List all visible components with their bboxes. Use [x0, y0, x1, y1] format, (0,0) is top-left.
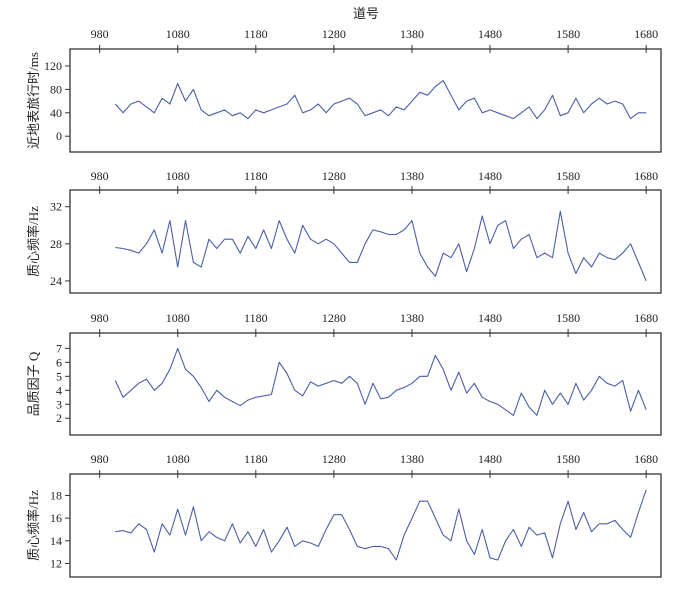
- x-tick-label: 1180: [244, 311, 268, 325]
- x-tick-label: 1680: [634, 169, 658, 183]
- y-tick-label: 32: [50, 200, 62, 214]
- x-tick-label: 1580: [556, 169, 580, 183]
- x-tick-label: 1480: [478, 452, 502, 466]
- series-line: [114, 347, 647, 416]
- y-tick-label: 2: [56, 411, 62, 425]
- x-tick-label: 1080: [166, 27, 190, 41]
- y-axis-title: 近地表旅行时/ms: [26, 52, 41, 149]
- plot-frame: [69, 473, 662, 578]
- y-tick-label: 7: [56, 341, 62, 355]
- panel-1: 980 1080 1180 1280 1380 1480 1580 1680 0 40 80 120近…: [26, 27, 662, 153]
- y-tick-label: 4: [56, 383, 62, 397]
- x-tick-label: 1380: [400, 311, 424, 325]
- x-tick-label: 980: [91, 169, 109, 183]
- x-tick-label: 1280: [322, 27, 346, 41]
- x-tick-label: 980: [91, 311, 109, 325]
- x-tick-label: 1080: [166, 311, 190, 325]
- x-tick-label: 980: [91, 27, 109, 41]
- y-tick-label: 16: [50, 511, 62, 525]
- y-tick-label: 18: [50, 489, 62, 503]
- x-tick-label: 1080: [166, 169, 190, 183]
- x-tick-label: 1480: [478, 27, 502, 41]
- panel-4: 980 1080 1180 1280 1380 1480 1580 1680 12 14 16 18 质…: [26, 452, 662, 578]
- x-tick-label: 1280: [322, 169, 346, 183]
- x-tick-label: 1580: [556, 311, 580, 325]
- y-tick-label: 24: [50, 274, 62, 288]
- x-tick-label: 1280: [322, 452, 346, 466]
- y-tick-label: 3: [56, 397, 62, 411]
- y-axis-title: 质心频率/Hz: [26, 206, 41, 277]
- y-tick-label: 40: [50, 106, 62, 120]
- x-tick-label: 1180: [244, 452, 268, 466]
- x-tick-label: 1480: [478, 311, 502, 325]
- plot-frame: [69, 189, 662, 294]
- y-axis-title: 品质因子 Q: [26, 351, 41, 416]
- series-line: [114, 80, 647, 120]
- x-tick-label: 1380: [400, 169, 424, 183]
- x-tick-label: 1280: [322, 311, 346, 325]
- x-tick-label: 1080: [166, 452, 190, 466]
- y-tick-label: 80: [50, 82, 62, 96]
- y-axis-title: 质心频率/Hz: [26, 490, 41, 561]
- x-tick-label: 980: [91, 452, 109, 466]
- x-tick-label: 1580: [556, 27, 580, 41]
- x-tick-label: 1380: [400, 452, 424, 466]
- y-tick-label: 28: [50, 237, 62, 251]
- x-tick-label: 1680: [634, 311, 658, 325]
- x-tick-label: 1380: [400, 27, 424, 41]
- x-axis-title: 道号: [353, 6, 379, 21]
- series-line: [115, 489, 647, 561]
- y-tick-label: 120: [44, 59, 62, 73]
- x-tick-label: 1580: [556, 452, 580, 466]
- y-tick-label: 14: [50, 534, 62, 548]
- x-tick-label: 1180: [244, 169, 268, 183]
- panel-2: 980 1080 1180 1280 1380 1480 1580 1680 24 28 32 质心频…: [26, 169, 662, 294]
- plot-frame: [69, 48, 662, 153]
- x-tick-label: 1680: [634, 452, 658, 466]
- x-tick-label: 1680: [634, 27, 658, 41]
- y-tick-label: 5: [56, 369, 62, 383]
- y-tick-label: 6: [56, 355, 62, 369]
- plot-frame: [69, 332, 662, 436]
- x-tick-label: 1180: [244, 27, 268, 41]
- y-tick-label: 0: [56, 129, 62, 143]
- y-tick-label: 12: [50, 556, 62, 570]
- series-line: [115, 210, 647, 282]
- x-tick-label: 1480: [478, 169, 502, 183]
